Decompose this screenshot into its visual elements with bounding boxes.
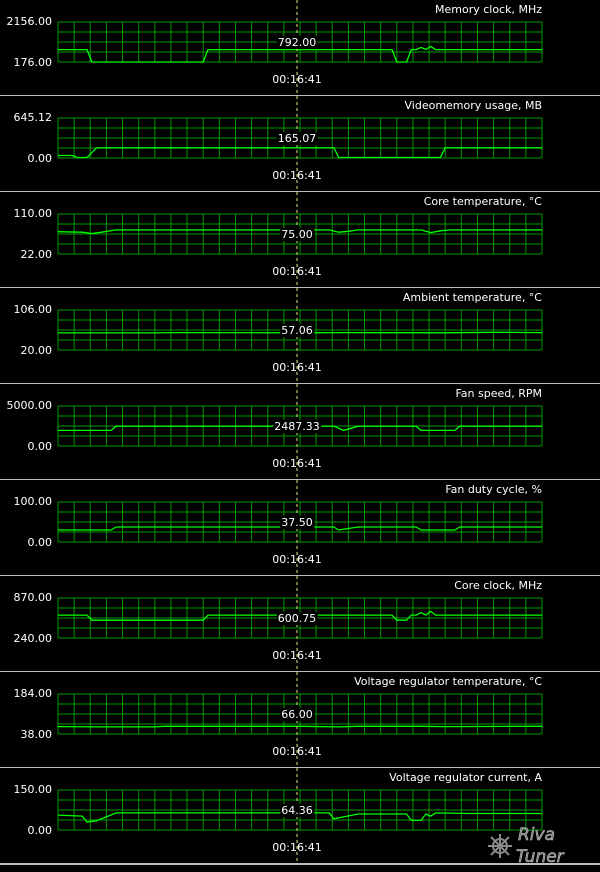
cursor-value: 165.07	[276, 132, 318, 145]
y-min-label: 0.00	[27, 536, 53, 549]
y-min-label: 240.00	[13, 632, 53, 645]
graph-panel[interactable]: Memory clock, MHz 2156.00 176.00 792.00 00:1…	[0, 0, 600, 96]
series-line	[58, 526, 542, 531]
series-line	[58, 610, 542, 621]
y-max-label: 2156.00	[6, 15, 53, 28]
graph-panel[interactable]: Ambient temperature, °C 106.00 20.00 57.06 0…	[0, 288, 600, 384]
y-min-label: 38.00	[20, 728, 53, 741]
series-line	[58, 45, 542, 63]
graph-panel[interactable]: Fan duty cycle, % 100.00 0.00 37.50 00:16:41	[0, 480, 600, 576]
graph-plot	[57, 192, 543, 288]
rivatuner-logo: Riva Tuner	[488, 818, 588, 868]
y-max-label: 5000.00	[6, 399, 53, 412]
graph-plot	[57, 384, 543, 480]
series-line	[57, 812, 542, 823]
y-max-label: 184.00	[13, 687, 53, 700]
svg-text:Tuner: Tuner	[516, 847, 565, 867]
cursor-value: 2487.33	[273, 420, 321, 433]
cursor-time-label: 00:16:41	[272, 169, 322, 182]
cursor-value: 66.00	[280, 708, 314, 721]
series-line	[58, 331, 543, 334]
y-min-label: 0.00	[27, 440, 53, 453]
panel-title: Voltage regulator current, A	[389, 771, 542, 784]
graph-plot	[57, 96, 543, 192]
cursor-time-label: 00:16:41	[272, 649, 322, 662]
cursor-value: 57.06	[280, 324, 314, 337]
svg-text:Riva: Riva	[518, 825, 555, 845]
cursor-value: 37.50	[280, 516, 314, 529]
panel-title: Core temperature, °C	[423, 195, 542, 208]
graph-plot	[57, 0, 543, 96]
panel-title: Voltage regulator temperature, °C	[354, 675, 542, 688]
graph-plot	[57, 480, 543, 576]
graph-plot	[57, 576, 543, 672]
y-min-label: 20.00	[20, 344, 53, 357]
cursor-time-label: 00:16:41	[272, 457, 322, 470]
rivatuner-logo-icon: Riva Tuner	[488, 825, 565, 867]
panel-separator[interactable]	[0, 863, 600, 865]
cursor-time-label: 00:16:41	[272, 745, 322, 758]
panel-title: Fan speed, RPM	[455, 387, 542, 400]
y-max-label: 150.00	[13, 783, 53, 796]
cursor-time-label: 00:16:41	[272, 553, 322, 566]
series-line	[57, 725, 543, 728]
cursor-time-label: 00:16:41	[272, 265, 322, 278]
series-line	[57, 229, 542, 235]
y-max-label: 645.12	[13, 111, 53, 124]
panel-title: Videomemory usage, MB	[404, 99, 543, 112]
cursor-time-label: 00:16:41	[272, 841, 322, 854]
cursor-value: 792.00	[276, 36, 318, 49]
graph-panel[interactable]: Fan speed, RPM 5000.00 0.00 2487.33 00:16:41	[0, 384, 600, 480]
graph-panel[interactable]: Core clock, MHz 870.00 240.00 600.75 00:16:4…	[0, 576, 600, 672]
graph-panel[interactable]: Voltage regulator temperature, °C 184.00 3…	[0, 672, 600, 768]
cursor-time-label: 00:16:41	[272, 361, 322, 374]
y-min-label: 176.00	[13, 56, 53, 69]
series-line	[58, 147, 542, 159]
y-min-label: 0.00	[27, 152, 53, 165]
cursor-time-label: 00:16:41	[272, 73, 322, 86]
panel-title: Memory clock, MHz	[434, 3, 542, 16]
y-min-label: 0.00	[27, 824, 53, 837]
graph-panel[interactable]: Core temperature, °C 110.00 22.00 75.00 00:1…	[0, 192, 600, 288]
panel-title: Core clock, MHz	[454, 579, 542, 592]
y-max-label: 100.00	[13, 495, 53, 508]
y-max-label: 110.00	[13, 207, 53, 220]
cursor-value: 75.00	[280, 228, 314, 241]
y-max-label: 870.00	[13, 591, 53, 604]
y-max-label: 106.00	[13, 303, 53, 316]
cursor-value: 600.75	[276, 612, 318, 625]
graph-plot	[57, 768, 543, 864]
panel-title: Fan duty cycle, %	[445, 483, 542, 496]
graph-panel[interactable]: Videomemory usage, MB 645.12 0.00 165.07 00:…	[0, 96, 600, 192]
panel-title: Ambient temperature, °C	[402, 291, 542, 304]
y-min-label: 22.00	[20, 248, 53, 261]
cursor-value: 64.36	[280, 804, 314, 817]
series-line	[58, 425, 542, 432]
